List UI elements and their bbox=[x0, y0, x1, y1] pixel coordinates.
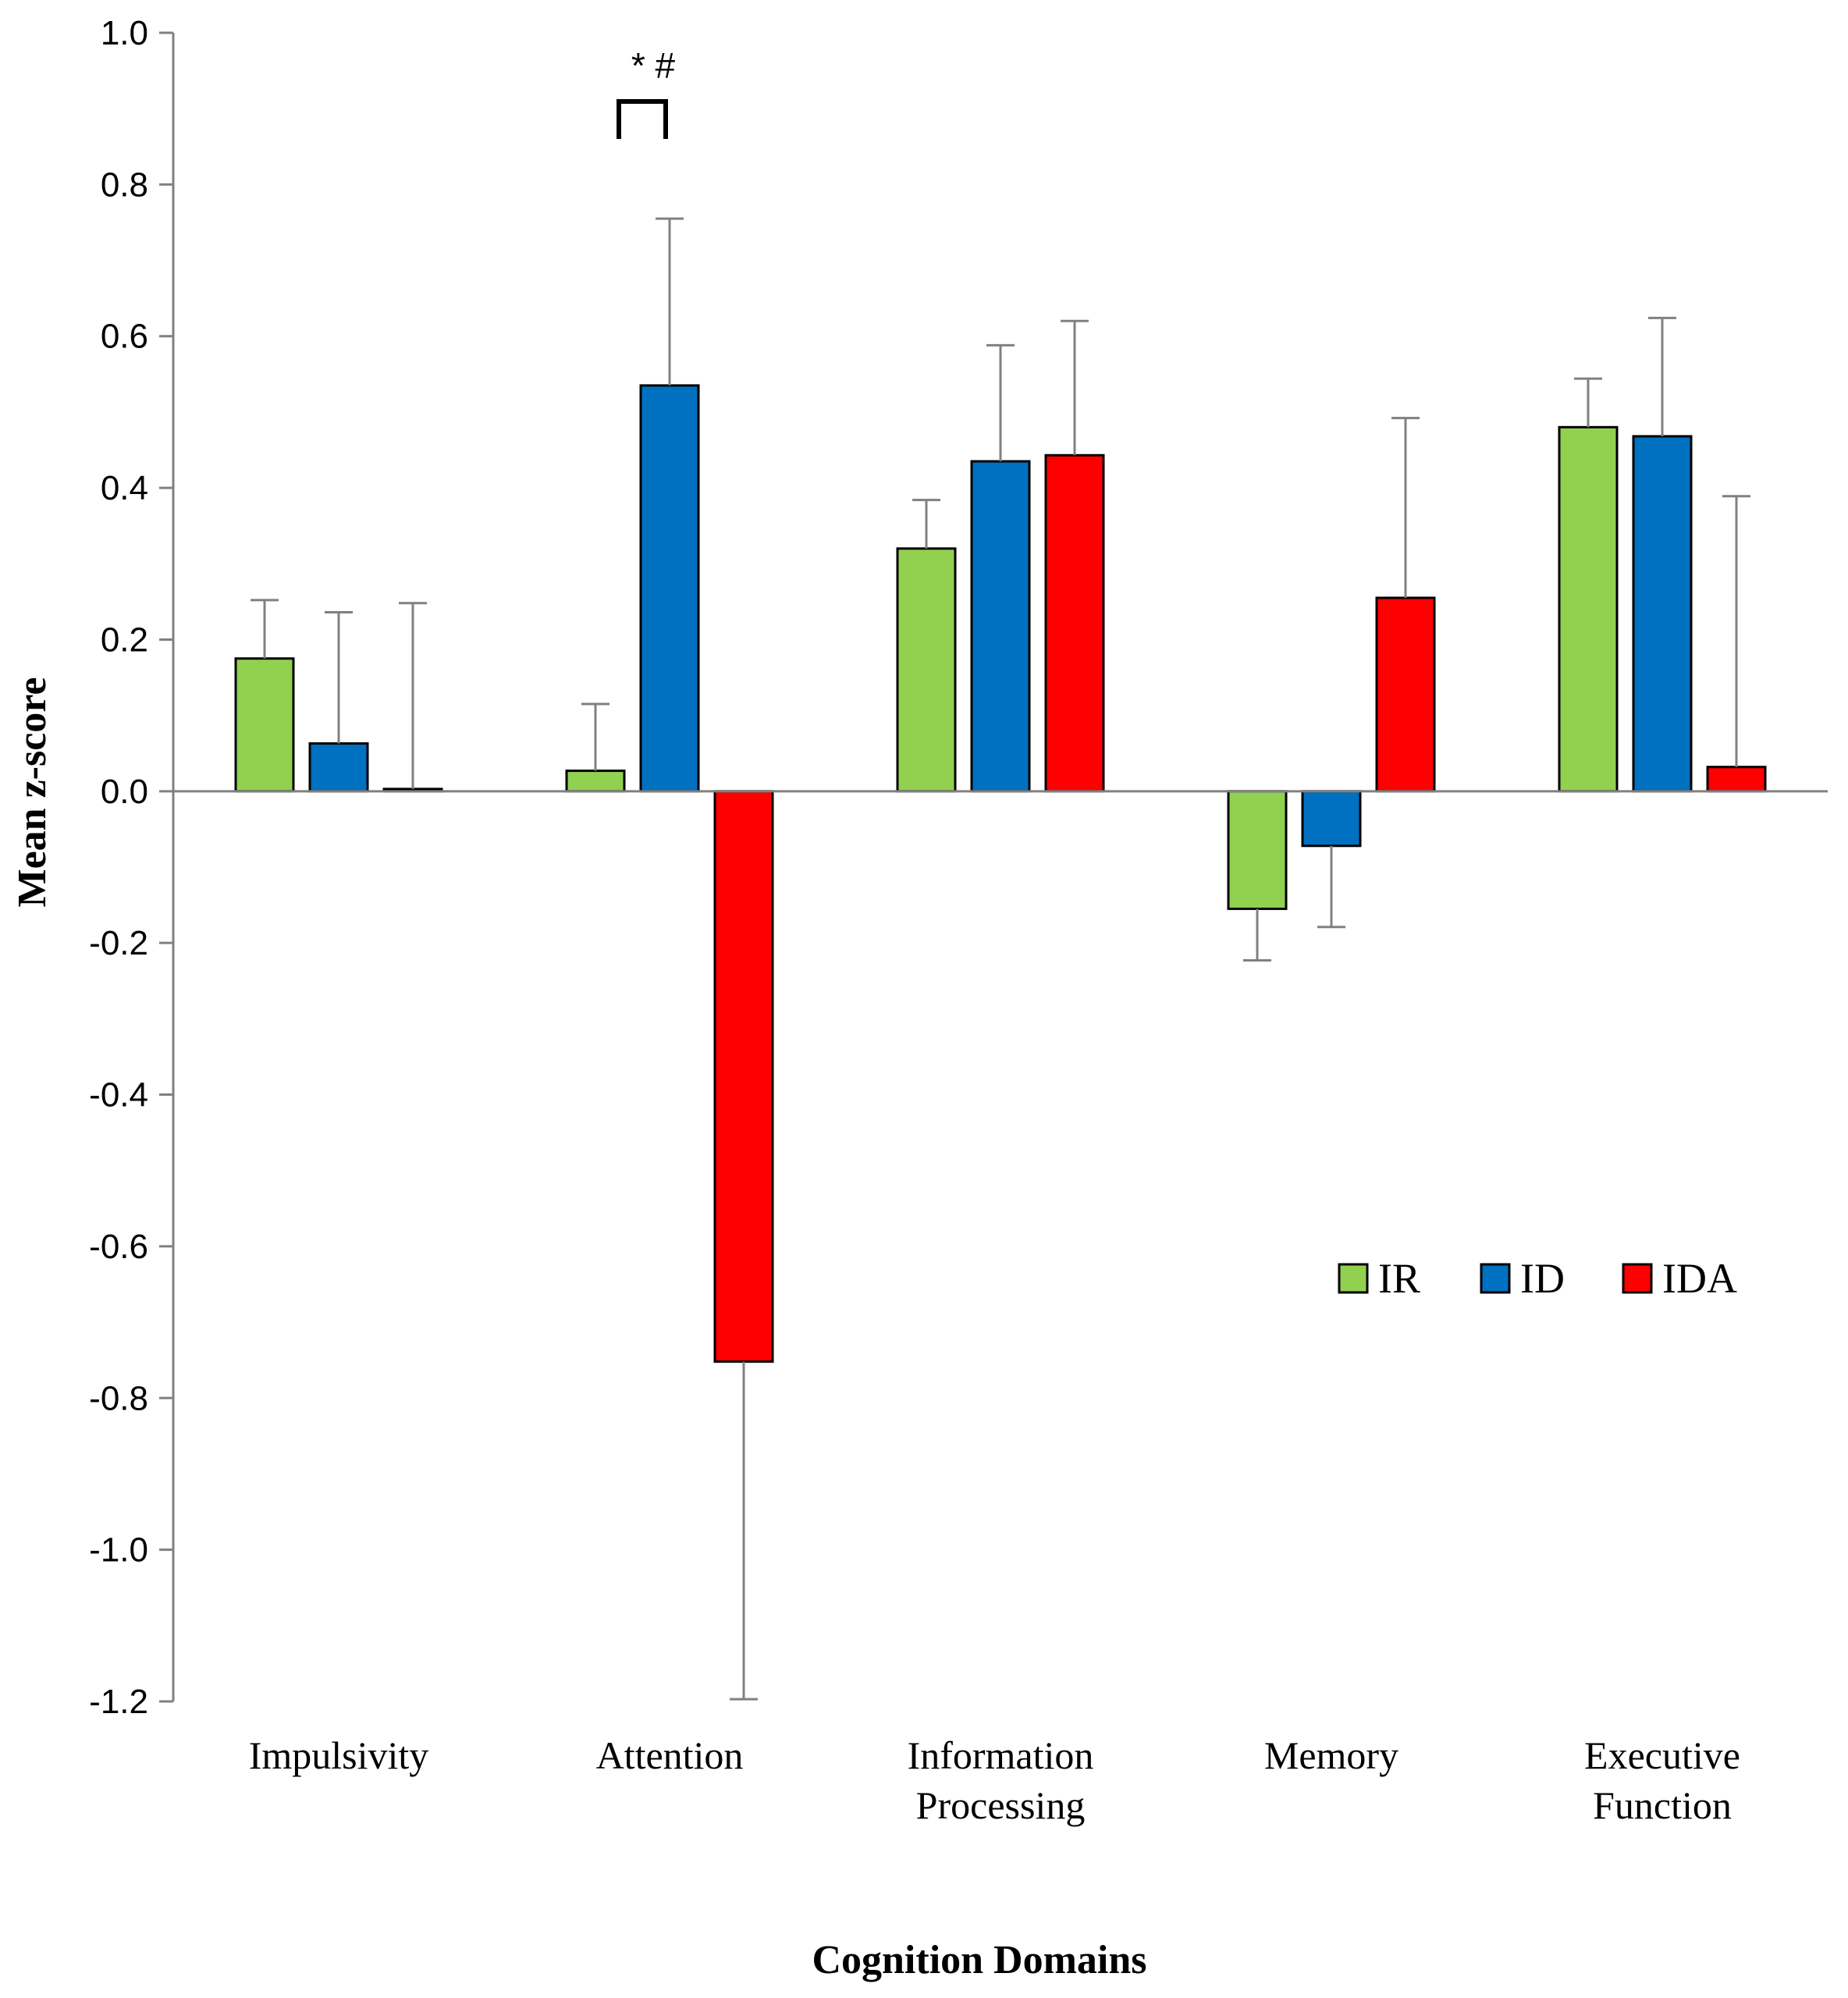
x-axis-title: Cognition Domains bbox=[812, 1938, 1146, 1982]
bar-id bbox=[970, 460, 1031, 793]
legend-label-ida: IDA bbox=[1662, 1255, 1737, 1302]
y-tick-label: 0.0 bbox=[101, 773, 148, 811]
bar-id bbox=[1301, 790, 1362, 848]
bar-id bbox=[639, 384, 700, 793]
category-label: Attention bbox=[596, 1733, 744, 1777]
bars bbox=[234, 384, 1767, 1363]
y-tick-label: -0.8 bbox=[89, 1379, 148, 1417]
category-label: Memory bbox=[1264, 1733, 1398, 1777]
legend: IR ID IDA bbox=[1338, 1255, 1737, 1302]
y-tick-label: -0.2 bbox=[89, 924, 148, 962]
significance-bracket bbox=[617, 99, 668, 139]
y-tick-label: -0.6 bbox=[89, 1228, 148, 1266]
bar-id bbox=[308, 742, 369, 793]
category-label-line: Impulsivity bbox=[249, 1733, 429, 1777]
bar-ir bbox=[1558, 425, 1619, 793]
y-axis-ticks: 1.0 0.8 0.6 0.4 0.2 0.0 -0.2 -0.4 -0.6 -0.8 -1.0 -1… bbox=[89, 14, 173, 1721]
category-label: Impulsivity bbox=[249, 1733, 429, 1777]
bar-id bbox=[1632, 435, 1693, 793]
y-tick-label: 0.2 bbox=[101, 620, 148, 659]
y-tick-label: 0.8 bbox=[101, 165, 148, 204]
y-tick-label: 0.6 bbox=[101, 318, 148, 356]
bar-ida bbox=[1375, 596, 1436, 793]
category-label-line: Executive bbox=[1584, 1733, 1740, 1777]
bar-ida bbox=[1706, 766, 1767, 793]
y-axis-title: Mean z-score bbox=[10, 677, 55, 907]
category-labels: Impulsivity Attention Information Processin… bbox=[249, 1733, 1740, 1827]
significance-annotation: * # bbox=[617, 45, 676, 139]
y-tick-label: -1.0 bbox=[89, 1531, 148, 1570]
y-tick-label: -0.4 bbox=[89, 1076, 148, 1115]
category-label-line: Processing bbox=[916, 1783, 1086, 1827]
bar-ir bbox=[565, 770, 626, 793]
category-label: Executive Function bbox=[1584, 1733, 1740, 1827]
y-tick-label: 0.4 bbox=[101, 469, 148, 507]
legend-swatch-ida bbox=[1622, 1263, 1653, 1294]
category-label-line: Function bbox=[1593, 1783, 1732, 1827]
legend-swatch-id bbox=[1480, 1263, 1511, 1294]
error-bars bbox=[251, 217, 1750, 1701]
category-label-line: Memory bbox=[1264, 1733, 1398, 1777]
bar-ida bbox=[1044, 453, 1105, 793]
bar-ir bbox=[896, 547, 957, 793]
category-label: Information Processing bbox=[908, 1733, 1094, 1827]
axes bbox=[172, 33, 1828, 1701]
y-tick-label: -1.2 bbox=[89, 1683, 148, 1721]
bar-ir bbox=[1227, 790, 1288, 910]
bar-ir bbox=[234, 657, 295, 793]
significance-label: * # bbox=[631, 45, 676, 86]
legend-label-ir: IR bbox=[1378, 1255, 1420, 1302]
category-label-line: Information bbox=[908, 1733, 1094, 1777]
legend-swatch-ir bbox=[1338, 1263, 1369, 1294]
bar-ida bbox=[713, 790, 774, 1363]
legend-label-id: ID bbox=[1520, 1255, 1565, 1302]
category-label-line: Attention bbox=[596, 1733, 744, 1777]
y-tick-label: 1.0 bbox=[101, 14, 148, 52]
